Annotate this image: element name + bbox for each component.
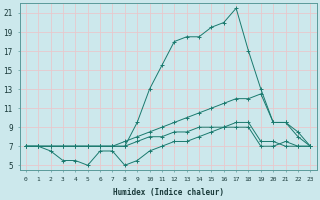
X-axis label: Humidex (Indice chaleur): Humidex (Indice chaleur) (113, 188, 224, 197)
